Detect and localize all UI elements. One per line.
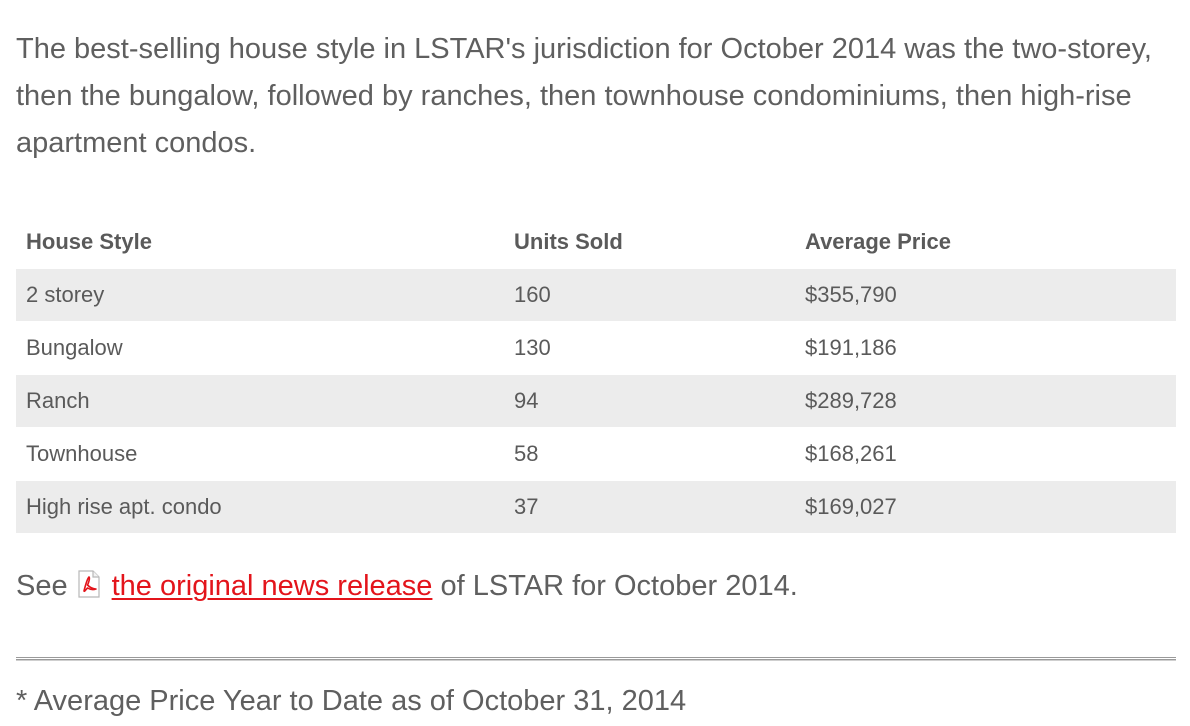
- cell-average-price: $289,728: [795, 374, 1176, 428]
- header-average-price: Average Price: [805, 229, 951, 254]
- cell-average-price: $355,790: [795, 268, 1176, 322]
- see-suffix: of LSTAR for October 2014.: [440, 570, 798, 602]
- table-row: Ranch 94 $289,728: [16, 374, 1176, 428]
- cell-units-sold: 160: [504, 268, 795, 322]
- news-release-link[interactable]: the original news release: [111, 570, 433, 602]
- cell-house-style: 2 storey: [16, 268, 504, 322]
- table-row: Bungalow 130 $191,186: [16, 321, 1176, 375]
- table-row: High rise apt. condo 37 $169,027: [16, 480, 1176, 533]
- cell-average-price: $169,027: [795, 480, 1176, 533]
- section-divider: [16, 657, 1176, 661]
- pdf-icon: [74, 566, 104, 598]
- header-units-sold: Units Sold: [514, 229, 623, 254]
- cell-units-sold: 37: [504, 480, 795, 533]
- footnote: * Average Price Year to Date as of Octob…: [16, 685, 687, 717]
- house-style-table: House Style Units Sold Average Price 2 s…: [16, 216, 1176, 533]
- see-prefix: See: [16, 570, 68, 602]
- table-row: 2 storey 160 $355,790: [16, 268, 1176, 322]
- cell-units-sold: 58: [504, 427, 795, 481]
- cell-units-sold: 94: [504, 374, 795, 428]
- table-row: Townhouse 58 $168,261: [16, 427, 1176, 481]
- intro-paragraph: The best-selling house style in LSTAR's …: [16, 33, 1152, 159]
- cell-house-style: Townhouse: [16, 427, 504, 481]
- table-header-row: House Style Units Sold Average Price: [16, 216, 1176, 269]
- cell-house-style: Ranch: [16, 374, 504, 428]
- cell-units-sold: 130: [504, 321, 795, 375]
- cell-average-price: $191,186: [795, 321, 1176, 375]
- cell-house-style: High rise apt. condo: [16, 480, 504, 533]
- header-house-style: House Style: [26, 229, 152, 254]
- news-release-line: See the original news release of LSTAR f…: [16, 562, 798, 610]
- cell-average-price: $168,261: [795, 427, 1176, 481]
- cell-house-style: Bungalow: [16, 321, 504, 375]
